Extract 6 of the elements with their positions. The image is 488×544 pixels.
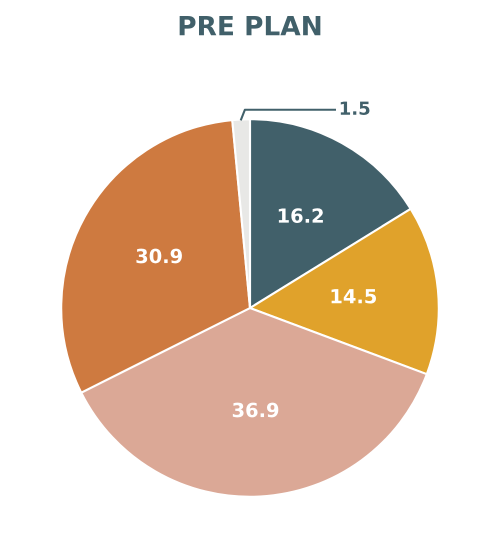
data-label: 30.9 — [136, 248, 182, 264]
data-label: 16.2 — [278, 208, 323, 223]
data-label: 14.5 — [332, 289, 376, 304]
data-label: 1.5 — [340, 102, 370, 115]
chart-title: PRE PLAN — [180, 16, 320, 36]
data-label: 36.9 — [232, 402, 278, 418]
